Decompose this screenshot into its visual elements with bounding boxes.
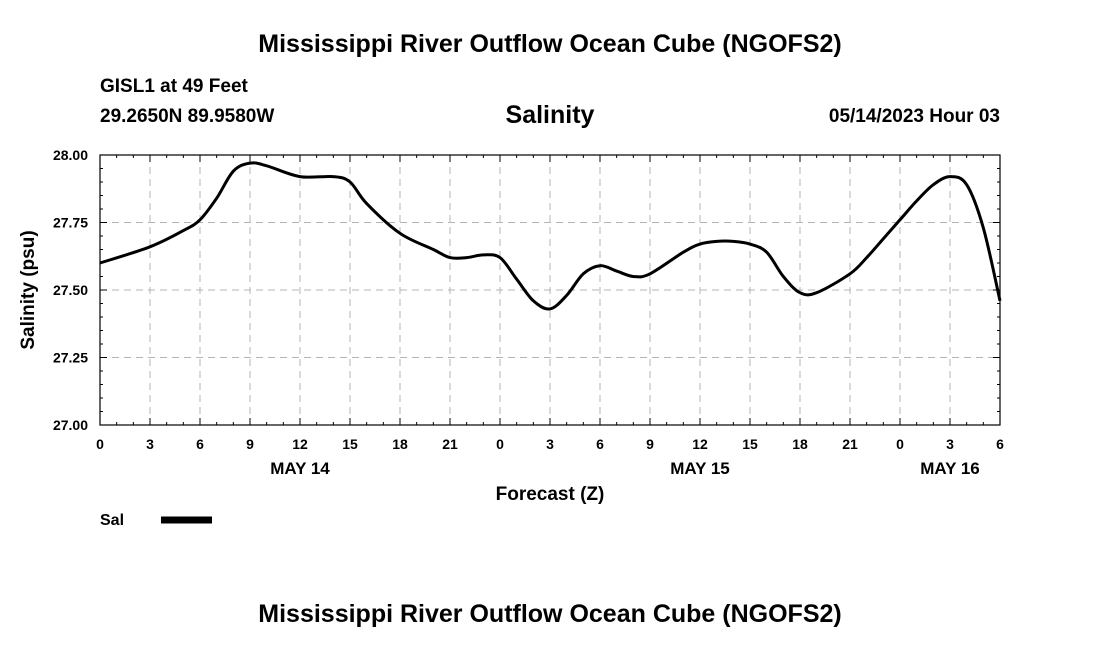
x-tick-label: 21 [442,436,458,452]
date-label: MAY 15 [670,459,730,478]
x-tick-label: 3 [546,436,554,452]
x-tick-label: 3 [946,436,954,452]
x-tick-label: 18 [792,436,808,452]
station-label: GISL1 at 49 Feet [100,76,248,97]
x-tick-label: 0 [896,436,904,452]
x-tick-label: 9 [646,436,654,452]
grid-lines [100,154,1000,425]
x-tick-label: 21 [842,436,858,452]
x-tick-label: 6 [196,436,204,452]
date-label: MAY 14 [270,459,330,478]
series-line-sal [99,161,1002,311]
x-tick-label: 9 [246,436,254,452]
y-tick-label: 28.00 [53,147,88,163]
footer-title: Mississippi River Outflow Ocean Cube (NG… [258,600,842,628]
salinity-chart: Salinity (psu) Forecast (Z) Sal 0 3 6 9 12 15… [18,147,1004,529]
x-tick-label: 6 [596,436,604,452]
chart-title: Salinity [505,101,595,129]
x-tick-label: 12 [692,436,708,452]
y-axis-label: Salinity (psu) [18,230,39,349]
x-tick-label: 12 [292,436,308,452]
legend-label: Sal [100,512,124,529]
station-coordinates: 29.2650N 89.9580W [100,106,275,127]
date-label: MAY 16 [920,459,980,478]
series-layer [99,161,1002,311]
x-tick-label: 15 [742,436,758,452]
x-tick-label: 18 [392,436,408,452]
x-tick-label: 15 [342,436,358,452]
main-title: Mississippi River Outflow Ocean Cube (NG… [258,30,842,58]
x-tick-label: 6 [996,436,1004,452]
y-tick-label: 27.25 [53,350,88,366]
y-tick-label: 27.50 [53,282,88,298]
y-tick-label: 27.75 [53,215,88,231]
x-tick-label: 3 [146,436,154,452]
axis-ticks [99,154,1001,426]
x-axis-label: Forecast (Z) [496,484,605,505]
y-tick-label: 27.00 [53,417,88,433]
forecast-timestamp: 05/14/2023 Hour 03 [828,106,1000,127]
x-tick-label: 0 [496,436,504,452]
x-tick-label: 0 [96,436,104,452]
